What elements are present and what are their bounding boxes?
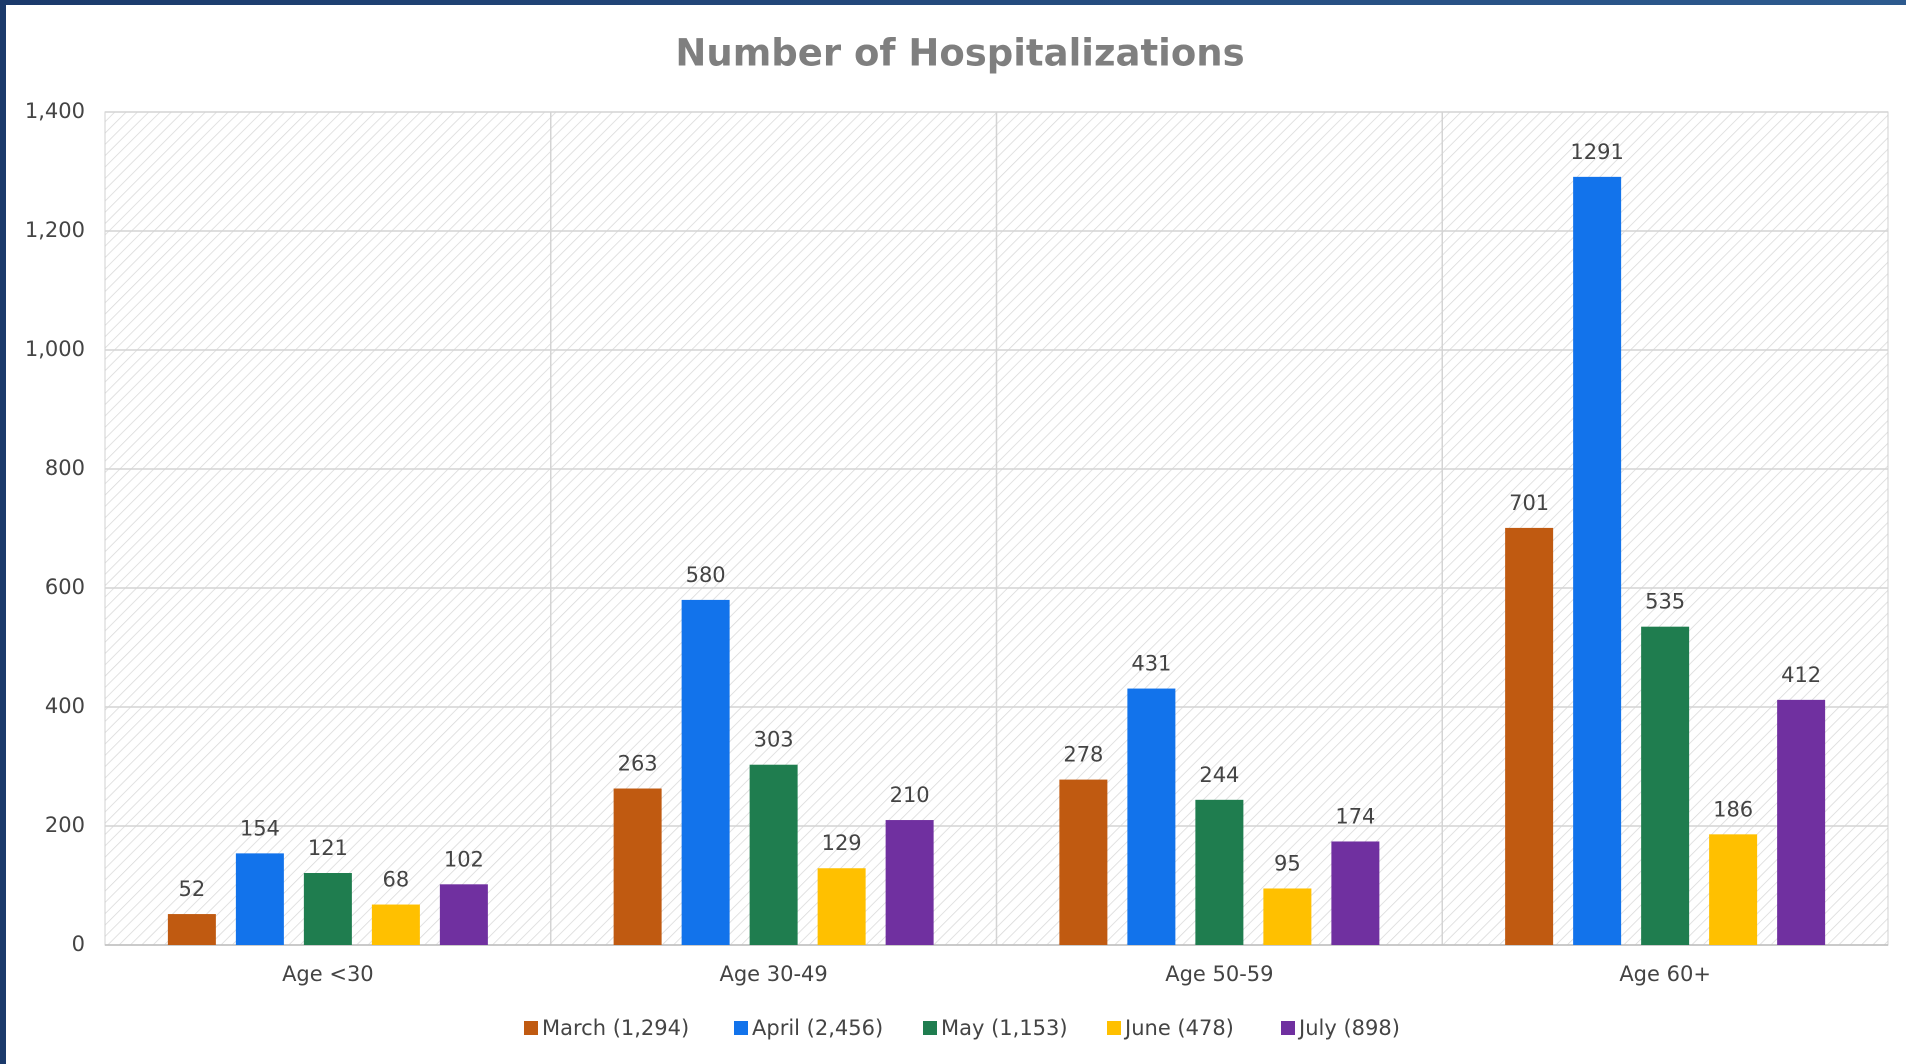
bar [1195, 799, 1244, 945]
data-label: 580 [686, 563, 726, 587]
frame-top [0, 0, 1906, 5]
y-tick-label: 200 [45, 813, 85, 837]
data-label: 1291 [1570, 140, 1623, 164]
bar [371, 904, 420, 945]
bar [1573, 176, 1622, 946]
legend-swatch [1107, 1021, 1121, 1035]
x-tick-label: Age 30-49 [719, 962, 827, 986]
frame-left [0, 0, 6, 1064]
data-label: 701 [1509, 491, 1549, 515]
data-label: 278 [1063, 743, 1103, 767]
bar [885, 820, 934, 945]
data-label: 535 [1645, 590, 1685, 614]
data-label: 102 [444, 847, 484, 871]
x-tick-label: Age <30 [282, 962, 374, 986]
data-label: 174 [1335, 804, 1375, 828]
bar [1127, 688, 1176, 945]
bar [817, 868, 866, 945]
bar [1059, 779, 1108, 945]
bar [1641, 626, 1690, 945]
data-label: 121 [308, 836, 348, 860]
x-tick-label: Age 60+ [1619, 962, 1711, 986]
y-tick-label: 400 [45, 694, 85, 718]
bar [681, 599, 730, 945]
legend-label: March (1,294) [542, 1016, 689, 1040]
y-tick-label: 800 [45, 456, 85, 480]
data-label: 154 [240, 816, 280, 840]
data-label: 68 [383, 868, 410, 892]
data-label: 186 [1713, 797, 1753, 821]
legend-swatch [1281, 1021, 1295, 1035]
bar [1505, 527, 1554, 945]
data-label: 129 [822, 831, 862, 855]
chart-title: Number of Hospitalizations [675, 32, 1244, 75]
y-tick-label: 0 [72, 932, 85, 956]
bar [1709, 834, 1758, 945]
data-label: 210 [890, 783, 930, 807]
bar [613, 788, 662, 945]
legend-label: June (478) [1123, 1016, 1234, 1040]
bar [303, 873, 352, 945]
legend-label: April (2,456) [752, 1016, 883, 1040]
y-tick-label: 1,000 [25, 337, 85, 361]
data-label: 431 [1131, 652, 1171, 676]
bar [749, 764, 798, 945]
data-label: 52 [179, 877, 206, 901]
legend-swatch [734, 1021, 748, 1035]
x-tick-label: Age 50-59 [1165, 962, 1273, 986]
bar [1263, 888, 1312, 945]
bar [167, 914, 216, 945]
y-tick-label: 600 [45, 575, 85, 599]
legend-swatch [923, 1021, 937, 1035]
legend-label: July (898) [1297, 1016, 1400, 1040]
bar [439, 884, 488, 945]
y-tick-label: 1,400 [25, 99, 85, 123]
bar [235, 853, 284, 945]
y-tick-label: 1,200 [25, 218, 85, 242]
bar [1331, 841, 1380, 945]
data-label: 263 [618, 752, 658, 776]
data-label: 303 [754, 728, 794, 752]
data-label: 95 [1274, 851, 1301, 875]
data-label: 412 [1781, 663, 1821, 687]
data-label: 244 [1199, 763, 1239, 787]
legend-swatch [524, 1021, 538, 1035]
bar [1777, 699, 1826, 945]
legend-label: May (1,153) [941, 1016, 1068, 1040]
